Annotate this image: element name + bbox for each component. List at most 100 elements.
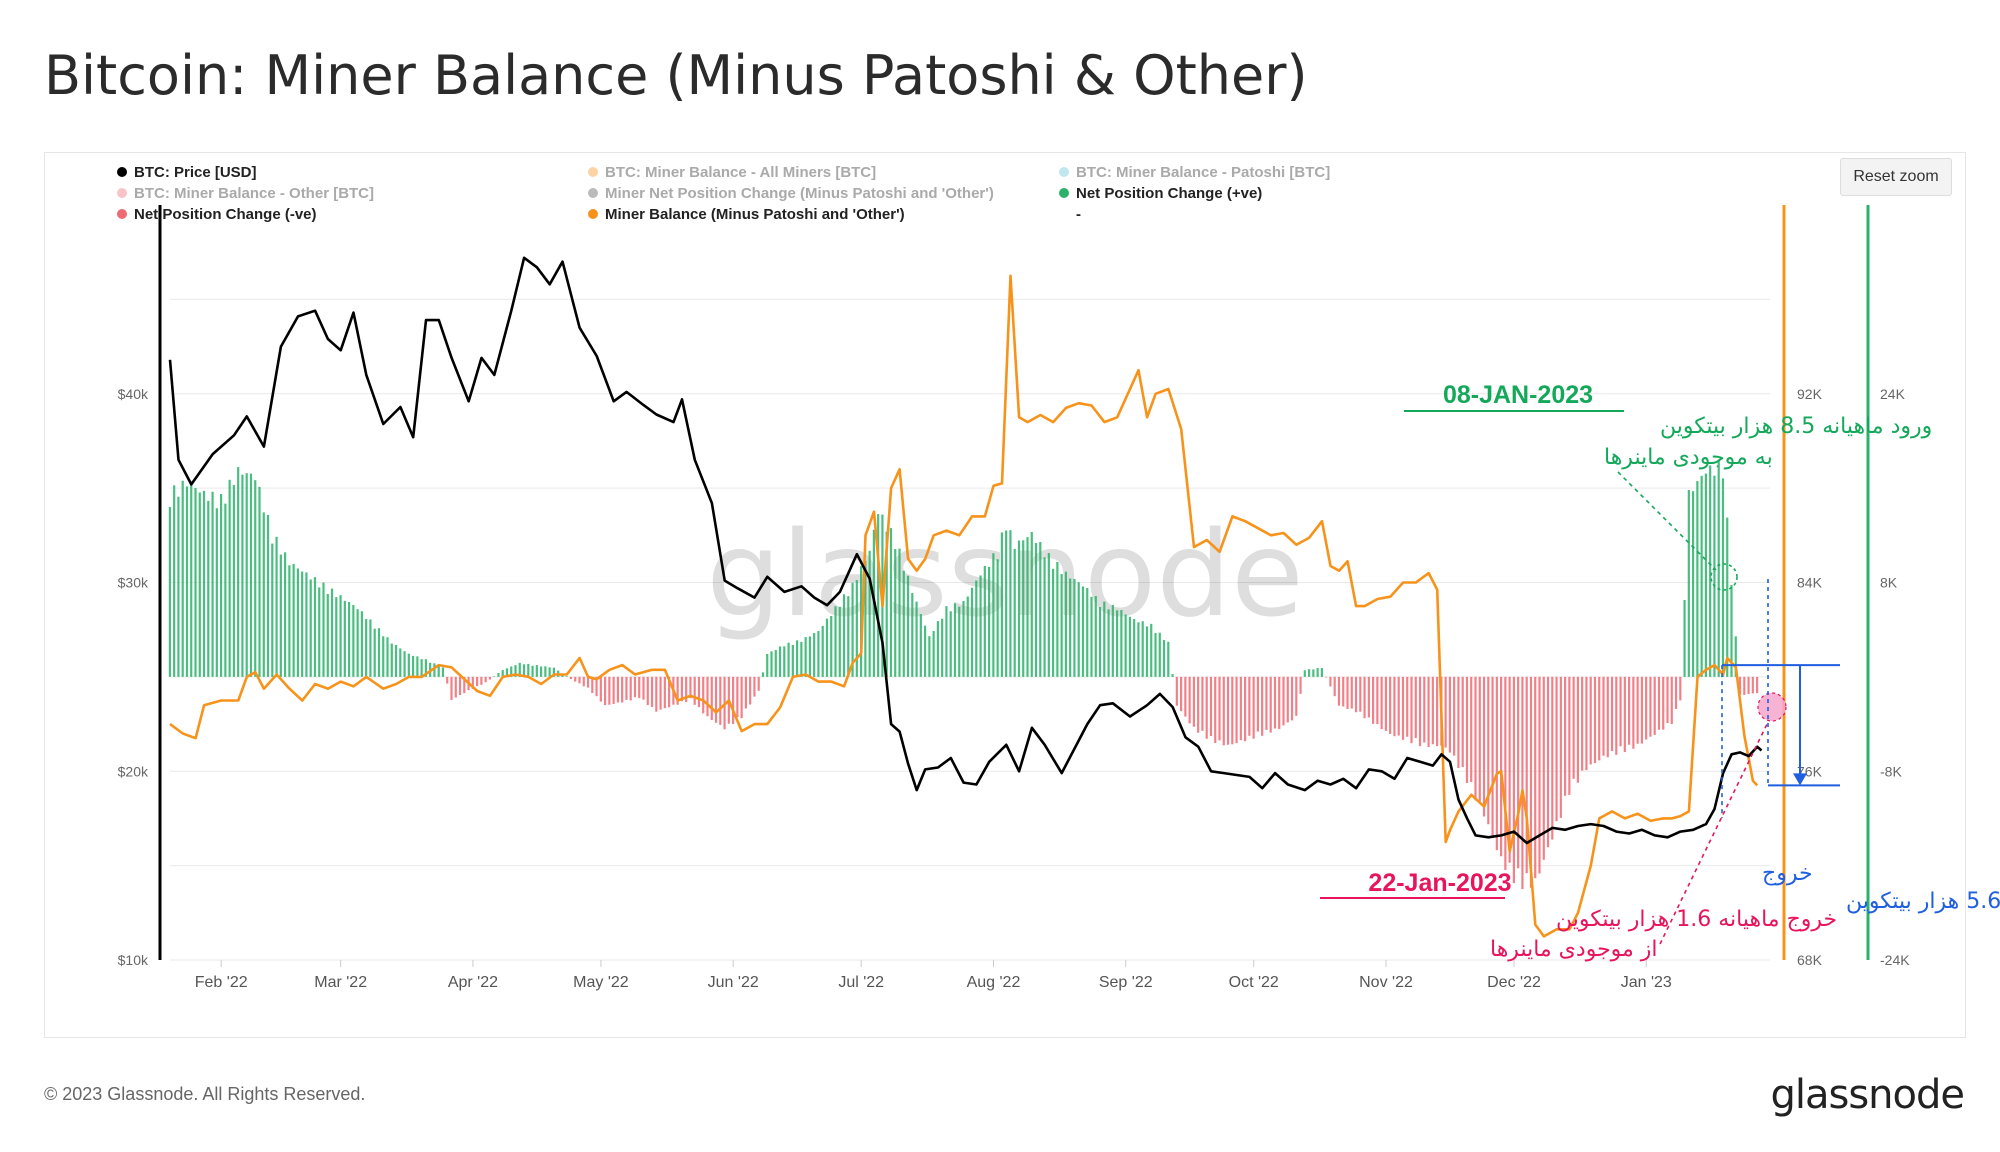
net-position-bar [1470,676,1473,782]
net-position-bar [1052,568,1055,677]
annotation-green-line2: به موجودی ماینرها [1604,445,1773,470]
net-position-bar [1017,540,1021,677]
net-position-bar [1154,633,1157,677]
net-position-bar [1231,676,1234,745]
net-position-bar [441,667,445,677]
net-position-bar [685,676,688,702]
net-position-bar [1098,607,1102,677]
net-position-bar [237,467,240,677]
annotation-blue-line2: 5.6 هزار بیتکوین [1846,889,2000,914]
net-position-bar [1704,473,1707,677]
net-position-bar [1559,676,1562,818]
miner-balance-tick-label: 68K [1797,952,1823,968]
net-position-bar [1192,676,1195,727]
net-position-bar [373,628,376,677]
net-position-bar [911,593,914,677]
net-position-bar [1713,475,1716,677]
net-position-bar [817,631,820,677]
net-position-bar [181,480,184,677]
net-position-bar [1303,670,1306,677]
net-position-bar [599,676,602,702]
net-position-bar [1180,676,1183,712]
net-position-bar [271,543,274,677]
x-tick-label: Oct '22 [1229,974,1279,991]
reset-zoom-button[interactable]: Reset zoom [1840,158,1952,196]
net-position-bar [838,606,841,677]
net-position-bar [646,676,649,706]
net-position-bar [343,600,346,677]
net-position-bar [377,628,381,677]
net-position-bar [796,640,799,677]
x-tick-label: May '22 [573,974,629,991]
net-position-bar [1034,542,1038,677]
net-position-bar [1700,475,1703,677]
net-position-bar [292,563,295,677]
x-tick-label: Feb '22 [195,974,248,991]
legend[interactable]: BTC: Price [USD] BTC: Miner Balance - All… [117,164,1330,223]
net-position-bar [399,648,402,677]
net-position-bar [1086,588,1089,677]
net-position-bar [1167,641,1170,677]
net-position-bar [868,550,871,677]
net-position-bar [1175,676,1178,706]
net-position-bar [548,667,551,677]
net-position-bar [1436,676,1439,747]
net-position-bar [279,554,282,677]
annotation-pink-date: 22-Jan-2023 [1368,869,1511,897]
net-position-bar [1333,676,1336,697]
copyright-text: © 2023 Glassnode. All Rights Reserved. [44,1084,366,1104]
net-position-bar [1380,676,1383,730]
net-position-bar [945,606,948,677]
net-position-bar [1299,676,1302,694]
net-position-bar [1064,571,1067,677]
net-position-bar [906,575,910,677]
net-position-bar [753,676,756,697]
net-position-bar [326,593,329,677]
net-position-bar [245,473,248,677]
net-position-bar [638,676,641,699]
net-position-bar [1026,537,1029,677]
net-position-tick-label: -8K [1880,763,1902,779]
net-position-bar [966,596,969,677]
annotation-pink-leader [1659,721,1769,945]
net-position-bar [1589,676,1592,765]
net-position-bar [177,496,180,677]
annotation-pink-line1: خروج ماهیانه 1.6 هزار بیتکوین [1556,907,1837,932]
net-position-bar [1077,582,1080,677]
net-position-bar [1666,676,1669,724]
net-position-bar [1662,676,1665,730]
net-position-bar [1717,460,1720,677]
net-position-bar [262,512,265,677]
net-position-bar [1461,676,1464,767]
net-position-bar [825,618,829,677]
net-position-bar [1457,676,1460,769]
net-position-bar [1640,676,1643,744]
net-position-bar [437,666,440,677]
net-position-bar [813,632,816,677]
net-position-bar [787,642,790,677]
net-position-bar [565,676,568,677]
net-position-bar [1350,676,1353,709]
net-position-bar [1534,676,1537,879]
net-position-bar [1107,609,1110,677]
net-position-bar [834,606,837,677]
legend-item: Net Position Change (+ve) [1076,185,1262,202]
page-title: Bitcoin: Miner Balance (Minus Patoshi & … [44,44,1308,107]
net-position-tick-label: 24K [1880,386,1906,402]
net-position-bar [301,571,304,677]
net-position-bar [540,666,543,677]
net-position-bar [1273,676,1277,729]
net-position-bar [996,559,999,677]
net-position-bar [403,651,406,677]
net-position-bar [535,665,538,677]
net-position-bar [458,676,462,695]
net-position-bar [1687,489,1690,677]
net-position-bar [1188,676,1191,724]
net-position-bar [1500,676,1503,857]
net-position-bar [480,676,483,685]
price-tick-label: $30k [118,575,149,591]
net-position-bar [1286,676,1289,723]
annotation-green-line1: ورود ماهیانه 8.5 هزار بیتکوین [1660,414,1932,439]
net-position-bar [1069,578,1072,677]
